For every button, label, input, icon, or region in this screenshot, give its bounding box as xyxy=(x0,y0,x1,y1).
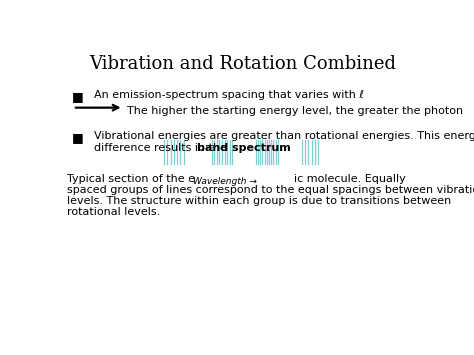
Text: An emission-spectrum spacing that varies with ℓ: An emission-spectrum spacing that varies… xyxy=(94,91,364,100)
Text: band spectrum: band spectrum xyxy=(197,143,291,153)
Text: difference results in the: difference results in the xyxy=(94,143,231,153)
Text: ■: ■ xyxy=(72,131,84,144)
Text: levels. The structure within each group is due to transitions between: levels. The structure within each group … xyxy=(66,196,451,206)
Text: spaced groups of lines correspond to the equal spacings between vibrational: spaced groups of lines correspond to the… xyxy=(66,185,474,195)
Text: .: . xyxy=(267,143,271,153)
Text: rotational levels.: rotational levels. xyxy=(66,207,160,217)
Text: ■: ■ xyxy=(72,91,84,103)
Text: Typical section of the e: Typical section of the e xyxy=(66,174,195,184)
Text: Vibration and Rotation Combined: Vibration and Rotation Combined xyxy=(90,55,396,73)
Text: Vibrational energies are greater than rotational energies. This energy: Vibrational energies are greater than ro… xyxy=(94,131,474,141)
Text: ic molecule. Equally: ic molecule. Equally xyxy=(294,174,406,184)
Text: The higher the starting energy level, the greater the photon    energy.: The higher the starting energy level, th… xyxy=(127,106,474,116)
Text: Wavelength →: Wavelength → xyxy=(192,176,256,186)
